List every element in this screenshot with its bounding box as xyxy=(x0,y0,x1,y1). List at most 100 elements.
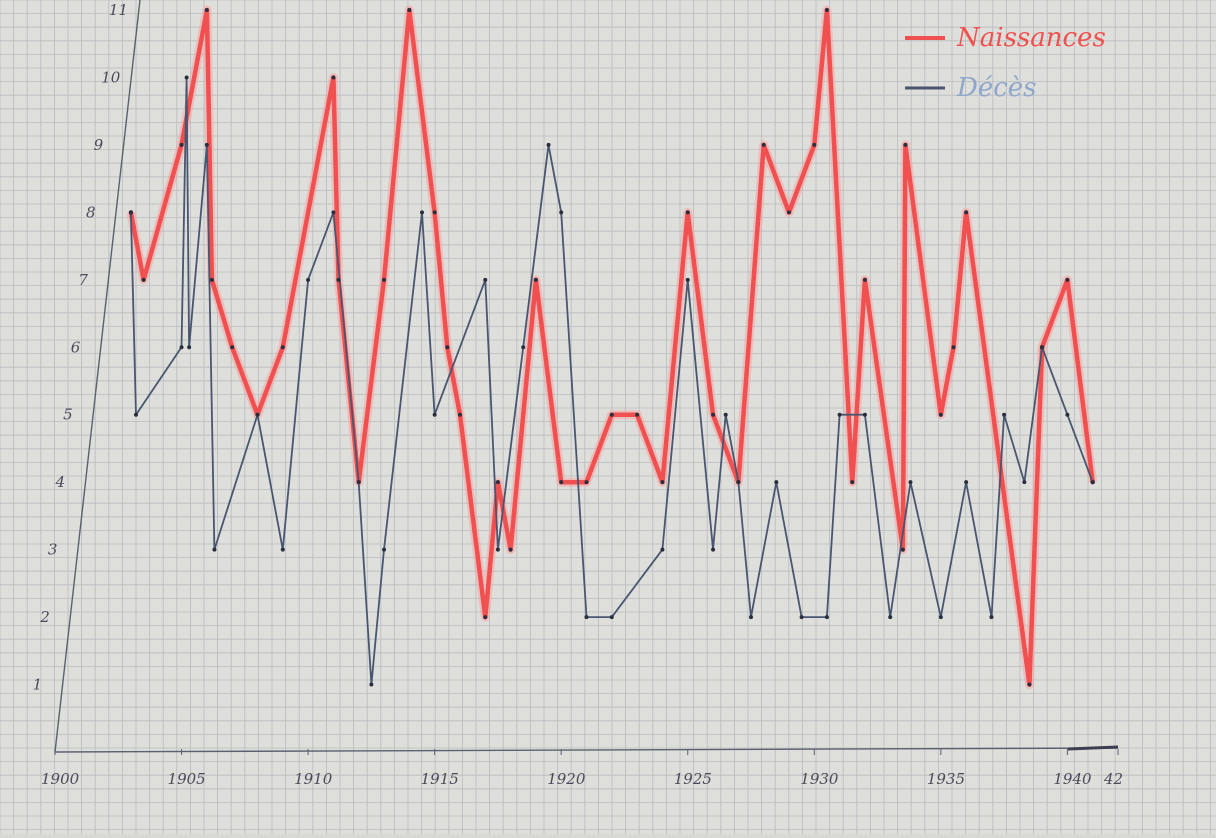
y-tick-label: 3 xyxy=(48,541,58,559)
y-tick-label: 5 xyxy=(63,406,73,424)
x-tick-label: 1910 xyxy=(294,770,333,788)
data-point xyxy=(761,142,766,147)
x-tick-label: 1940 xyxy=(1053,770,1092,788)
data-point xyxy=(711,547,716,552)
data-point xyxy=(903,142,908,147)
data-point xyxy=(900,547,905,552)
data-point xyxy=(888,615,893,620)
data-point xyxy=(837,412,842,417)
data-point xyxy=(209,277,214,282)
legend-label: Décès xyxy=(956,73,1037,103)
data-point xyxy=(559,210,564,215)
data-point xyxy=(749,615,754,620)
data-point xyxy=(356,480,361,485)
data-point xyxy=(495,547,500,552)
data-point xyxy=(862,412,867,417)
data-point xyxy=(382,547,387,552)
data-point xyxy=(483,615,488,620)
data-point xyxy=(609,412,614,417)
data-point xyxy=(938,615,943,620)
data-point xyxy=(685,277,690,282)
data-point xyxy=(533,277,538,282)
y-tick-label: 10 xyxy=(101,68,121,86)
data-point xyxy=(255,412,260,417)
data-point xyxy=(938,412,943,417)
data-point xyxy=(230,345,235,350)
x-tick-label: 1900 xyxy=(41,770,80,788)
data-point xyxy=(660,547,665,552)
data-point xyxy=(483,277,488,282)
data-point xyxy=(280,547,285,552)
y-tick-label: 9 xyxy=(94,136,104,154)
x-axis xyxy=(54,747,1119,753)
data-point xyxy=(711,412,716,417)
y-tick-label: 2 xyxy=(39,608,50,626)
data-point xyxy=(951,345,956,350)
data-point xyxy=(635,412,640,417)
data-point xyxy=(432,412,437,417)
data-point xyxy=(685,210,690,215)
data-point xyxy=(369,682,374,687)
data-point xyxy=(989,615,994,620)
x-axis-end xyxy=(1067,745,1119,751)
data-point xyxy=(432,210,437,215)
data-point xyxy=(495,480,500,485)
data-point xyxy=(1065,412,1070,417)
x-tick-label: 1920 xyxy=(547,770,586,788)
y-tick-label: 6 xyxy=(71,338,81,356)
x-tick-label: 1915 xyxy=(421,770,459,788)
data-point xyxy=(204,142,209,147)
y-tick-label: 4 xyxy=(54,473,65,491)
data-point xyxy=(382,277,387,282)
data-point xyxy=(508,547,513,552)
x-tick-label: 42 xyxy=(1103,770,1123,788)
data-point xyxy=(824,8,829,12)
data-point xyxy=(133,412,138,417)
x-tick-label: 1930 xyxy=(800,770,839,788)
legend: Naissances Décès xyxy=(905,23,1106,103)
data-point xyxy=(445,345,450,350)
y-axis xyxy=(54,0,141,753)
data-point xyxy=(609,615,614,620)
data-point xyxy=(1065,277,1070,282)
data-point xyxy=(179,345,184,350)
data-point xyxy=(964,480,969,485)
data-point xyxy=(723,412,728,417)
data-point xyxy=(212,547,217,552)
x-tick-label: 1905 xyxy=(168,770,206,788)
data-point xyxy=(736,480,741,485)
x-tick-label: 1925 xyxy=(674,770,712,788)
x-tick-label: 1935 xyxy=(927,770,965,788)
data-point xyxy=(336,277,341,282)
data-point xyxy=(331,210,336,215)
data-point xyxy=(419,210,424,215)
data-point xyxy=(908,480,913,485)
legend-label: Naissances xyxy=(956,23,1106,53)
data-point xyxy=(306,277,311,282)
data-point xyxy=(1090,480,1095,485)
data-point xyxy=(584,615,589,620)
data-point xyxy=(1022,480,1027,485)
data-point xyxy=(850,480,855,485)
data-point xyxy=(799,615,804,620)
data-point xyxy=(546,142,551,147)
data-point xyxy=(964,210,969,215)
y-tick-label: 1 xyxy=(33,676,43,694)
y-tick-label: 8 xyxy=(86,203,96,221)
data-point xyxy=(812,142,817,147)
series-line-1 xyxy=(130,76,1094,686)
data-point xyxy=(184,75,189,80)
data-point xyxy=(331,75,336,80)
data-point xyxy=(204,8,209,12)
data-point xyxy=(128,210,133,215)
data-point xyxy=(457,412,462,417)
data-point xyxy=(187,345,192,350)
data-point xyxy=(141,277,146,282)
data-point xyxy=(280,345,285,350)
data-point xyxy=(786,210,791,215)
data-point xyxy=(1040,345,1045,350)
data-points xyxy=(128,8,1095,687)
